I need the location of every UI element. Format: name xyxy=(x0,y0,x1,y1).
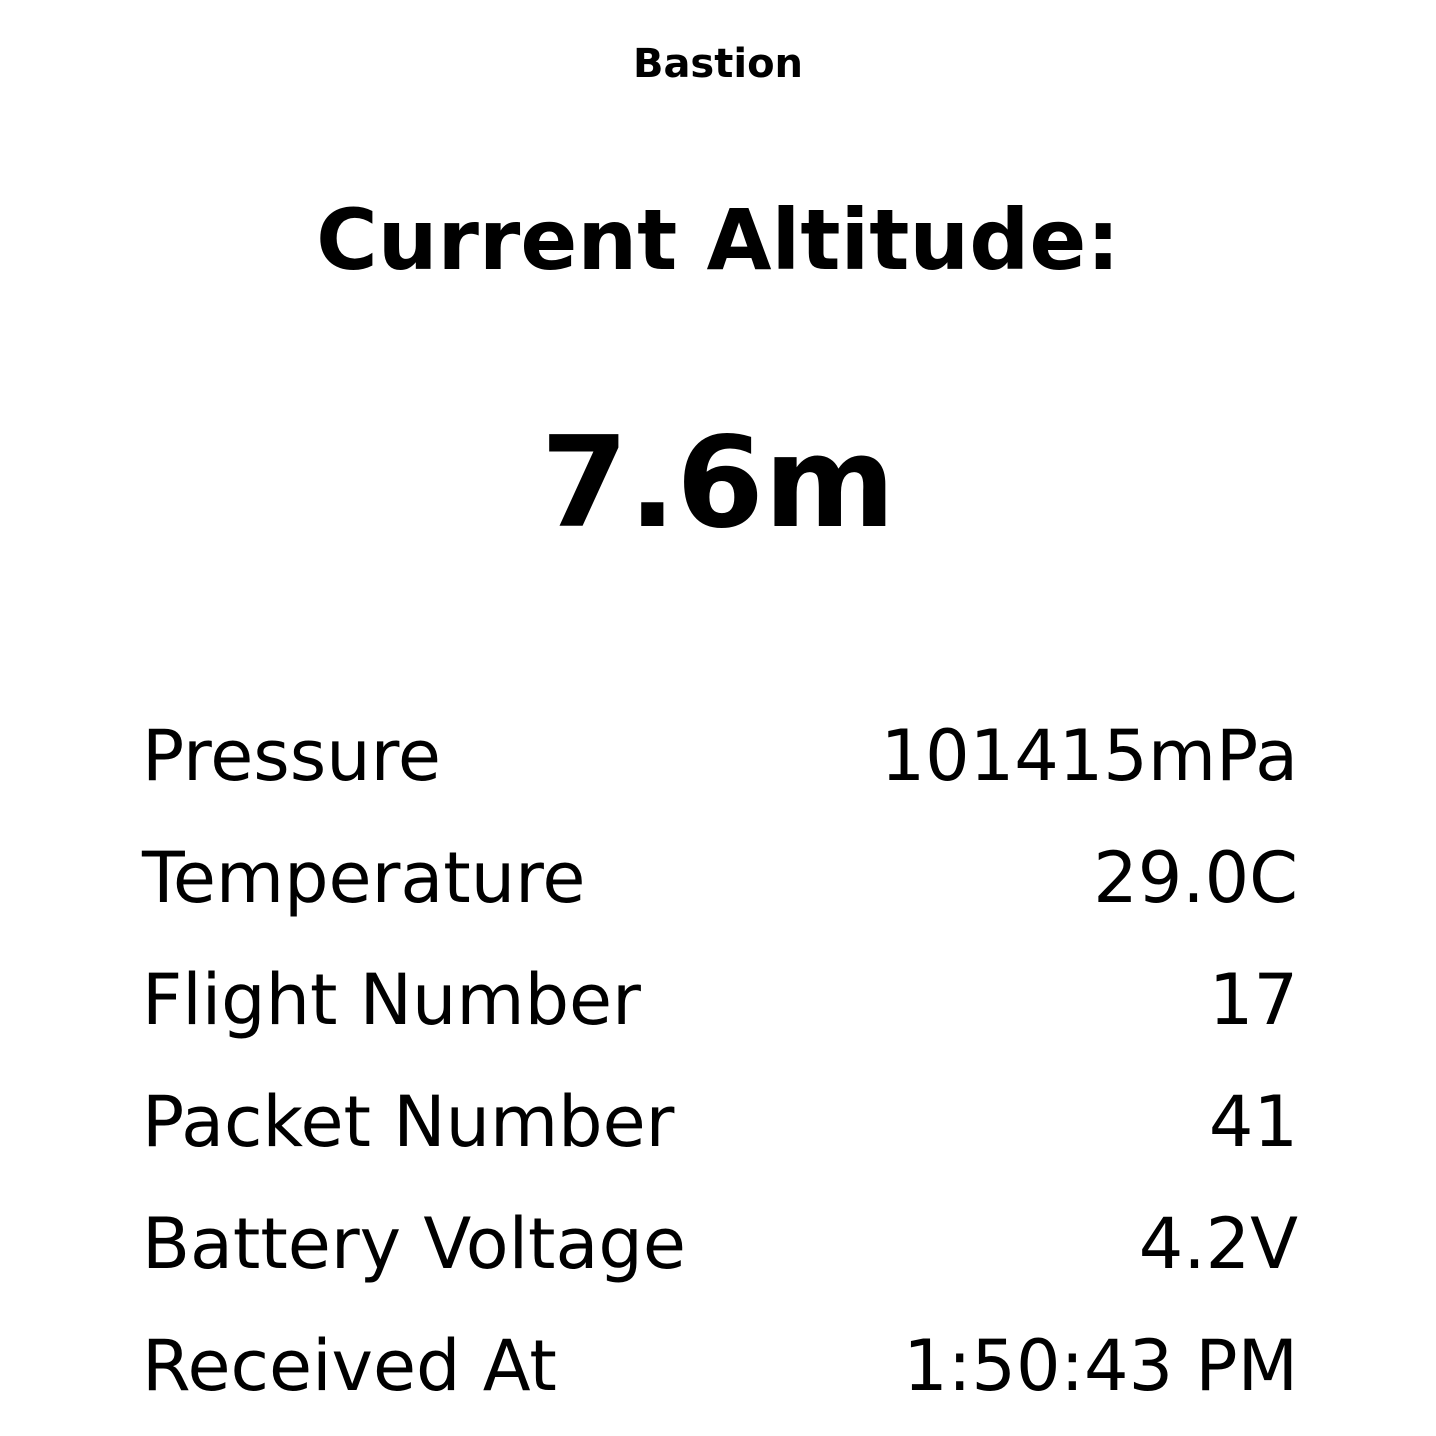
app-title: Bastion xyxy=(632,41,804,87)
reading-label: Packet Number xyxy=(142,1081,675,1163)
reading-label: Flight Number xyxy=(142,959,641,1041)
reading-value: 41 xyxy=(1208,1081,1298,1163)
altitude-value: 7.6m xyxy=(540,409,896,556)
reading-row-battery-voltage: Battery Voltage 4.2V xyxy=(142,1183,1298,1305)
reading-value: 101415mPa xyxy=(880,715,1298,797)
altitude-heading: Current Altitude: xyxy=(316,191,1120,289)
reading-row-flight-number: Flight Number 17 xyxy=(142,939,1298,1061)
reading-row-pressure: Pressure 101415mPa xyxy=(142,695,1298,817)
reading-label: Received At xyxy=(142,1325,557,1407)
reading-row-received-at: Received At 1:50:43 PM xyxy=(142,1305,1298,1427)
reading-label: Temperature xyxy=(142,837,586,919)
reading-value: 17 xyxy=(1208,959,1298,1041)
reading-row-temperature: Temperature 29.0C xyxy=(142,817,1298,939)
readings-list: Pressure 101415mPa Temperature 29.0C Fli… xyxy=(142,695,1298,1427)
reading-value: 1:50:43 PM xyxy=(903,1325,1298,1407)
reading-row-packet-number: Packet Number 41 xyxy=(142,1061,1298,1183)
reading-value: 29.0C xyxy=(1093,837,1298,919)
reading-label: Battery Voltage xyxy=(142,1203,686,1285)
reading-label: Pressure xyxy=(142,715,441,797)
reading-value: 4.2V xyxy=(1138,1203,1298,1285)
